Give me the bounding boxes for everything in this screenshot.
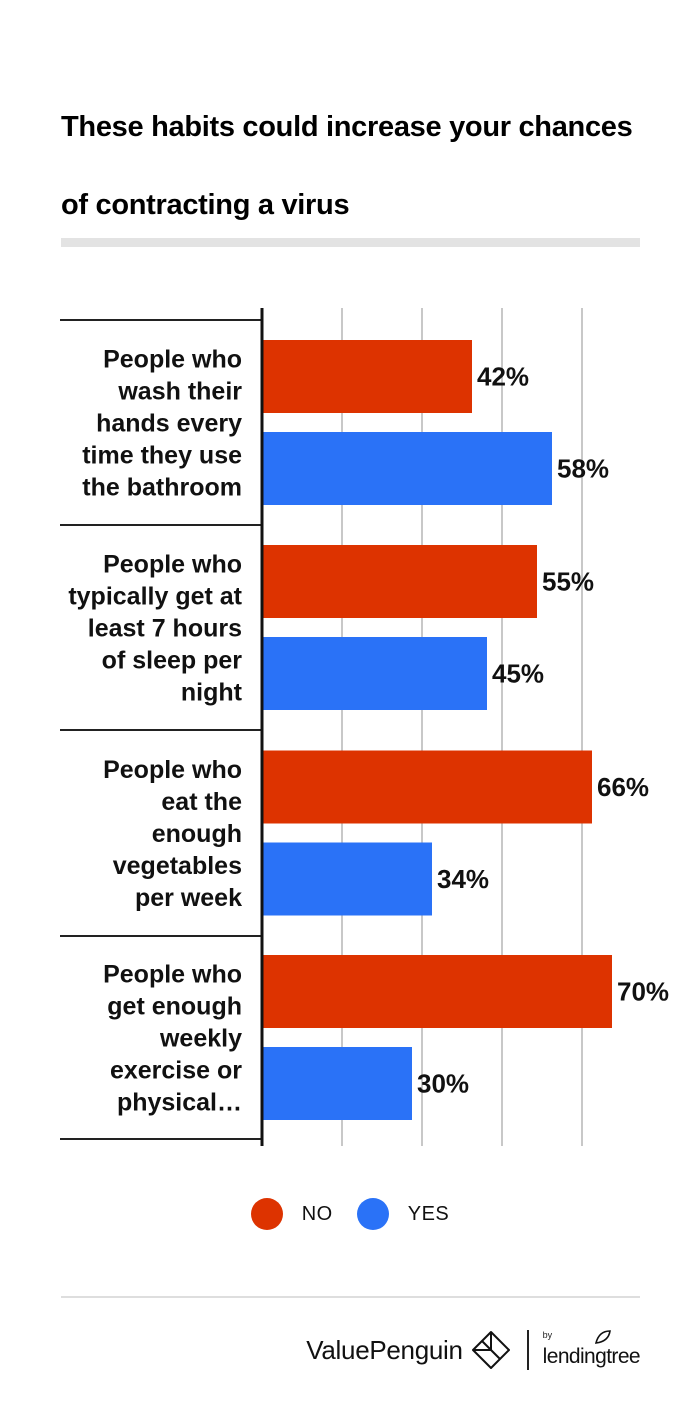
chart-legend: NO YES [0,1197,700,1231]
lendingtree-leaf-icon [594,1330,611,1344]
title-divider [61,238,640,247]
category-label-line: eat the [161,788,242,816]
footer-divider [61,1296,640,1298]
chart-title: These habits could increase your chances… [61,88,661,244]
bar-no [262,545,537,618]
category-label-line: wash their [117,378,242,406]
bar-value-label: 30% [417,1069,469,1099]
bar-yes [262,432,552,505]
bar-value-label: 70% [617,977,669,1007]
category-label-line: physical… [117,1089,242,1117]
category-label-line: People who [103,961,242,989]
chart-title-line-1: These habits could increase your chances [61,111,633,143]
legend-item-no: NO [250,1198,333,1230]
brand-footer: ValuePenguin by lendingtree [306,1325,641,1375]
category-label-line: typically get at [68,583,242,611]
category-label-line: exercise or [110,1057,242,1085]
lendingtree-wordmark: lendingtree [542,1345,641,1368]
bar-value-label: 34% [437,864,489,894]
category-label-line: of sleep per [102,647,243,675]
legend-item-yes: YES [356,1198,450,1230]
category-label-line: least 7 hours [88,615,242,643]
brand-divider [526,1330,529,1370]
legend-label-no: NO [301,1202,333,1225]
category-label-line: night [181,679,243,707]
bar-value-label: 66% [597,772,649,802]
category-label-line: vegetables [113,852,242,880]
bar-no [262,955,612,1028]
legend-swatch-yes [356,1198,389,1230]
bar-chart: 42% 58% People who wash their hands every tim… [60,308,669,1146]
lendingtree-by-text: by [542,1330,553,1340]
bar-no [262,750,592,824]
category-label-line: hands every [96,410,242,438]
bar-yes [262,637,487,710]
bar-value-label: 58% [557,454,609,484]
category-label-line: weekly [159,1025,242,1053]
valuepenguin-wordmark: ValuePenguin [306,1334,463,1365]
legend-label-yes: YES [407,1202,450,1225]
bar-value-label: 42% [477,362,529,392]
category-label-line: the bathroom [82,474,242,502]
lendingtree-logo: by lendingtree [542,1330,641,1370]
category-label-line: People who [103,551,242,579]
bar-no [262,340,472,413]
category-label-line: People who [103,756,242,784]
category-label-line: enough [152,820,242,848]
category-label-line: get enough [107,993,242,1021]
category-label-line: per week [135,884,242,912]
valuepenguin-logo-icon [471,1331,510,1369]
category-label-line: People who [103,346,242,374]
category-label-line: time they use [82,442,242,470]
legend-swatch-no [250,1198,283,1230]
bar-yes [262,842,432,916]
bar-yes [262,1047,412,1120]
chart-title-line-2: of contracting a virus [61,189,350,221]
bar-value-label: 45% [492,659,544,689]
bar-value-label: 55% [542,567,594,597]
